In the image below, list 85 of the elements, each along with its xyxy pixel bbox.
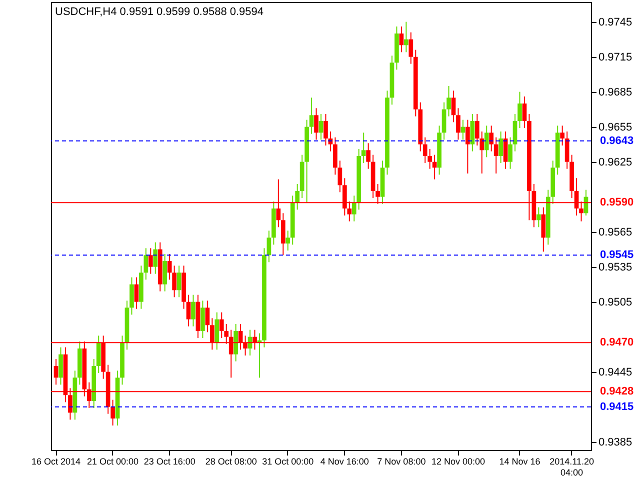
candlestick <box>399 26 404 53</box>
candlestick <box>148 248 153 274</box>
candlestick <box>130 276 134 316</box>
candlestick <box>286 230 290 251</box>
candlestick <box>480 131 484 174</box>
candlestick <box>338 160 342 193</box>
candlestick <box>309 97 314 134</box>
candlestick <box>186 294 191 327</box>
ref-line-label: 0.9643 <box>600 134 634 147</box>
x-tick-label: 31 Oct 00:00 <box>262 456 314 466</box>
x-tick-label: 12 Nov 00:00 <box>431 456 485 466</box>
ref-line-label: 0.9470 <box>600 336 634 349</box>
ref-line-label: 0.9590 <box>600 196 634 209</box>
candlestick <box>54 358 58 386</box>
candlestick <box>498 131 503 164</box>
candlestick <box>153 242 158 274</box>
y-tick-label: 0.9685 <box>598 86 632 98</box>
candlestick <box>456 108 460 140</box>
candlestick <box>404 21 408 53</box>
candlestick <box>428 148 432 170</box>
candlestick <box>560 125 564 146</box>
y-tick-label: 0.9745 <box>598 16 632 28</box>
y-tick-label: 0.9625 <box>598 156 632 168</box>
candlestick <box>536 206 541 228</box>
candlestick <box>110 399 115 426</box>
y-tick-label: 0.9505 <box>598 296 632 308</box>
candlestick <box>512 114 518 152</box>
y-tick-label: 0.9715 <box>598 51 632 64</box>
candlestick <box>280 212 286 256</box>
candlestick <box>366 142 370 170</box>
candlestick <box>219 312 224 338</box>
candlestick <box>266 230 272 263</box>
candlestick <box>205 300 210 333</box>
x-tick-label: 4 Nov 16:00 <box>320 456 369 466</box>
x-tick-label: 28 Oct 08:00 <box>205 456 257 466</box>
candlestick <box>167 254 172 280</box>
y-tick-label: 0.9535 <box>598 261 632 274</box>
chart-title: USDCHF,H4 0.9591 0.9599 0.9588 0.9594 <box>55 6 264 18</box>
candlestick <box>522 96 527 128</box>
candlestick <box>318 114 324 140</box>
x-tick-label: 2014.11.20 04:00 <box>550 456 594 478</box>
candlestick <box>191 294 196 327</box>
candlestick <box>422 136 428 164</box>
y-tick-label: 0.9565 <box>598 226 632 238</box>
candlestick <box>172 265 176 298</box>
candlestick <box>466 119 470 174</box>
candlestick <box>314 108 318 140</box>
ref-line-label: 0.9415 <box>600 400 634 413</box>
candlestick <box>214 312 220 350</box>
candlestick <box>144 248 148 280</box>
candlestick <box>234 324 238 362</box>
candlestick <box>518 91 522 128</box>
y-tick-label: 0.9385 <box>598 436 632 448</box>
candlestick <box>494 136 498 174</box>
candlestick <box>176 265 182 298</box>
y-tick-label: 0.9655 <box>598 121 632 134</box>
candlestick <box>474 114 480 146</box>
candlestick <box>324 114 328 146</box>
candlestick <box>484 125 489 158</box>
candlestick <box>442 102 446 140</box>
x-tick-label: 21 Oct 00:00 <box>87 456 139 466</box>
candlestick <box>446 86 451 117</box>
candlestick <box>200 300 205 338</box>
candlestick <box>162 254 168 292</box>
candlestick <box>489 125 494 152</box>
candlestick <box>295 184 300 210</box>
candlestick <box>564 131 570 170</box>
candlestick <box>361 132 366 164</box>
x-tick-label: 23 Oct 16:00 <box>144 456 196 466</box>
candlestick <box>408 32 414 64</box>
candlestick <box>470 114 475 152</box>
candlestick <box>508 136 512 170</box>
candlestick <box>134 276 139 310</box>
x-tick-label: 16 Oct 2014 <box>31 456 81 466</box>
candlestick <box>352 195 356 222</box>
candlestick <box>333 136 338 176</box>
candlestick <box>541 206 546 252</box>
x-tick-label: 14 Nov 16 <box>499 456 540 466</box>
candlestick <box>96 335 101 374</box>
candlestick <box>451 90 456 123</box>
ref-line-label: 0.9545 <box>600 249 634 262</box>
ref-line-label: 0.9428 <box>600 386 634 398</box>
y-tick-label: 0.9445 <box>598 366 632 378</box>
candlestick <box>58 346 63 386</box>
x-tick-label: 7 Nov 08:00 <box>377 456 426 466</box>
